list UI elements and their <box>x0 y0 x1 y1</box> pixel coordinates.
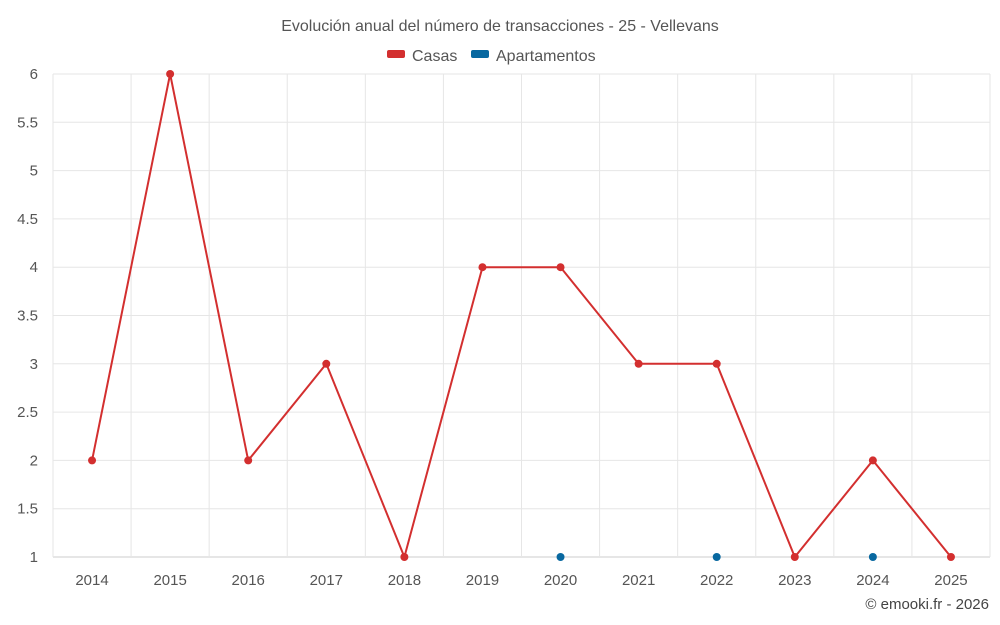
data-point-casas[interactable] <box>634 359 643 368</box>
data-point-casas[interactable] <box>400 553 409 561</box>
x-tick-label: 2024 <box>856 572 889 589</box>
data-point-casas[interactable] <box>868 456 877 465</box>
x-tick-label: 2019 <box>466 572 499 589</box>
x-tick-label: 2022 <box>700 572 733 589</box>
data-point-casas[interactable] <box>166 70 175 78</box>
y-tick-label: 4 <box>30 259 38 276</box>
y-tick-label: 5.5 <box>17 114 38 131</box>
x-tick-label: 2020 <box>544 572 577 589</box>
gridlines <box>52 73 991 558</box>
series <box>88 70 955 561</box>
x-axis-ticks: 2014 2015 2016 2017 2018 2019 2020 2021 2022 2023… <box>75 572 967 589</box>
data-point-casas[interactable] <box>244 456 253 465</box>
data-point-apartamentos[interactable] <box>712 553 721 561</box>
y-tick-label: 6 <box>30 66 38 83</box>
data-point-casas[interactable] <box>946 553 955 561</box>
data-point-casas[interactable] <box>790 553 799 561</box>
x-tick-label: 2017 <box>310 572 343 589</box>
legend-label-casas: Casas <box>412 48 457 65</box>
legend-item-apartamentos[interactable]: Apartamentos <box>471 48 596 65</box>
x-tick-label: 2014 <box>75 572 108 589</box>
legend-swatch-apartamentos <box>471 50 489 58</box>
legend: Casas Apartamentos <box>387 48 596 65</box>
y-tick-label: 3.5 <box>17 308 38 325</box>
y-tick-label: 2.5 <box>17 404 38 421</box>
x-tick-label: 2023 <box>778 572 811 589</box>
credit-text: © emooki.fr - 2026 <box>865 596 989 613</box>
y-tick-label: 5 <box>30 163 38 180</box>
y-tick-label: 1.5 <box>17 501 38 518</box>
legend-swatch-casas <box>387 50 405 58</box>
data-point-apartamentos[interactable] <box>556 553 565 561</box>
data-point-casas[interactable] <box>478 263 487 272</box>
data-point-casas[interactable] <box>556 263 565 272</box>
data-point-casas[interactable] <box>712 359 721 368</box>
data-point-casas[interactable] <box>322 359 331 368</box>
series-apartamentos <box>556 553 877 561</box>
legend-label-apartamentos: Apartamentos <box>496 48 596 65</box>
series-line-casas <box>91 73 952 558</box>
x-tick-label: 2018 <box>388 572 421 589</box>
x-tick-label: 2016 <box>232 572 265 589</box>
y-tick-label: 1 <box>30 549 38 566</box>
x-tick-label: 2025 <box>934 572 967 589</box>
series-casas <box>88 70 955 561</box>
x-tick-label: 2015 <box>153 572 186 589</box>
x-tick-label: 2021 <box>622 572 655 589</box>
y-tick-label: 4.5 <box>17 211 38 228</box>
y-axis-ticks: 1 1.5 2 2.5 3 3.5 4 4.5 5 5.5 6 <box>17 66 38 566</box>
data-point-casas[interactable] <box>88 456 97 465</box>
data-point-apartamentos[interactable] <box>868 553 877 561</box>
legend-item-casas[interactable]: Casas <box>387 48 457 65</box>
y-tick-label: 2 <box>30 452 38 469</box>
y-tick-label: 3 <box>30 356 38 373</box>
chart-title: Evolución anual del número de transaccio… <box>281 18 719 35</box>
